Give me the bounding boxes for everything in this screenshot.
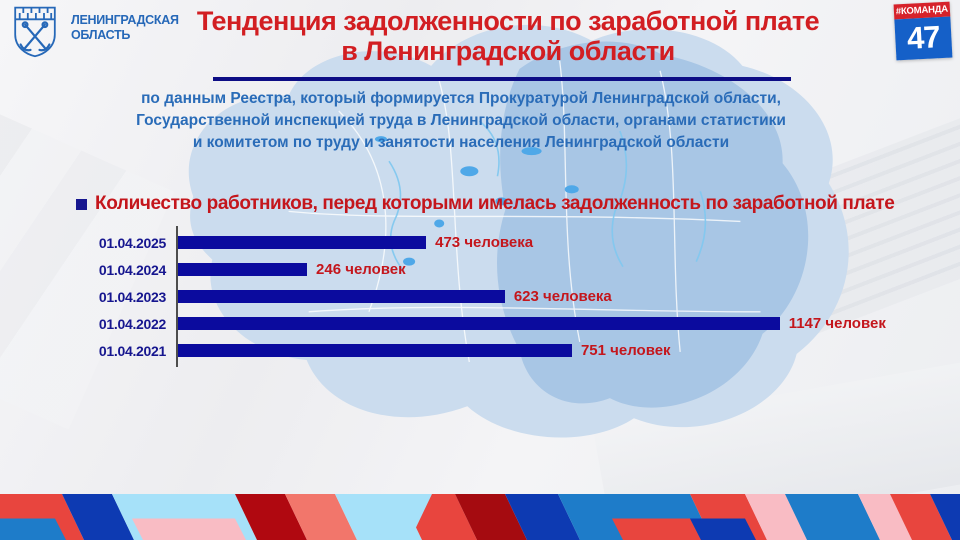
bar [178, 290, 505, 303]
chart-row: 01.04.2023 623 человека [76, 283, 946, 310]
team47-badge: #КОМАНДА 47 [893, 1, 953, 61]
bar-value-label: 623 человека [513, 288, 612, 305]
chart-category-label: 01.04.2025 [98, 234, 166, 251]
region-name-line2: ОБЛАСТЬ [71, 27, 131, 42]
chart-category-label: 01.04.2024 [98, 261, 166, 278]
team47-hashtag: #КОМАНДА [893, 1, 951, 20]
team47-number: 47 [894, 16, 953, 61]
bar-track: 1147 человек [178, 315, 886, 332]
bar [178, 344, 572, 357]
region-logo: ЛЕНИНГРАДСКАЯ ОБЛАСТЬ [8, 4, 179, 58]
title-divider [213, 77, 791, 81]
data-source-line2: Государственной инспекцией труда в Ленин… [136, 112, 786, 129]
region-name-line1: ЛЕНИНГРАДСКАЯ [71, 13, 179, 27]
chart-row: 01.04.2025 473 человека [76, 229, 946, 256]
bar [178, 263, 308, 276]
chart-row: 01.04.2024 246 человек [76, 256, 946, 283]
bar-track: 623 человека [178, 288, 818, 305]
page-title-line1: Тенденция задолженности по заработной пл… [196, 6, 820, 36]
bar-track: 246 человек [178, 261, 818, 278]
bar [178, 317, 780, 330]
data-source-note: по данным Реестра, который формируется П… [90, 88, 832, 154]
footer-pattern [0, 494, 960, 540]
coat-of-arms-icon [14, 6, 56, 58]
debt-bar-chart: 01.04.2025 473 человека 01.04.2024 246 ч… [76, 226, 946, 367]
chart-category-label: 01.04.2021 [98, 342, 166, 359]
bar-track: 751 человек [178, 342, 818, 359]
bar-value-label: 246 человек [316, 261, 406, 278]
data-source-line1: по данным Реестра, который формируется П… [141, 90, 781, 107]
leningrad-oblast-map-graphic [188, 24, 849, 438]
region-logo-text: ЛЕНИНГРАДСКАЯ ОБЛАСТЬ [71, 13, 179, 43]
chart-category-label: 01.04.2022 [98, 315, 166, 332]
bar-value-label: 473 человека [435, 234, 534, 251]
page-title: Тенденция задолженности по заработной пл… [152, 6, 864, 66]
chart-row: 01.04.2022 1147 человек [76, 310, 946, 337]
chart-row: 01.04.2021 751 человек [76, 337, 946, 364]
page-title-line2: в Ленинградской области [341, 36, 675, 67]
chart-category-label: 01.04.2023 [98, 288, 166, 305]
bar [178, 236, 427, 249]
square-bullet-icon [76, 198, 87, 210]
chart-axis-line [176, 226, 178, 367]
bar-value-label: 1147 человек [788, 315, 886, 332]
bar-value-label: 751 человек [580, 342, 671, 359]
section-heading: Количество работников, перед которыми им… [76, 193, 895, 215]
section-heading-text: Количество работников, перед которыми им… [95, 193, 895, 214]
bar-track: 473 человека [178, 234, 818, 251]
data-source-line3: и комитетом по труду и занятости населен… [192, 134, 730, 151]
